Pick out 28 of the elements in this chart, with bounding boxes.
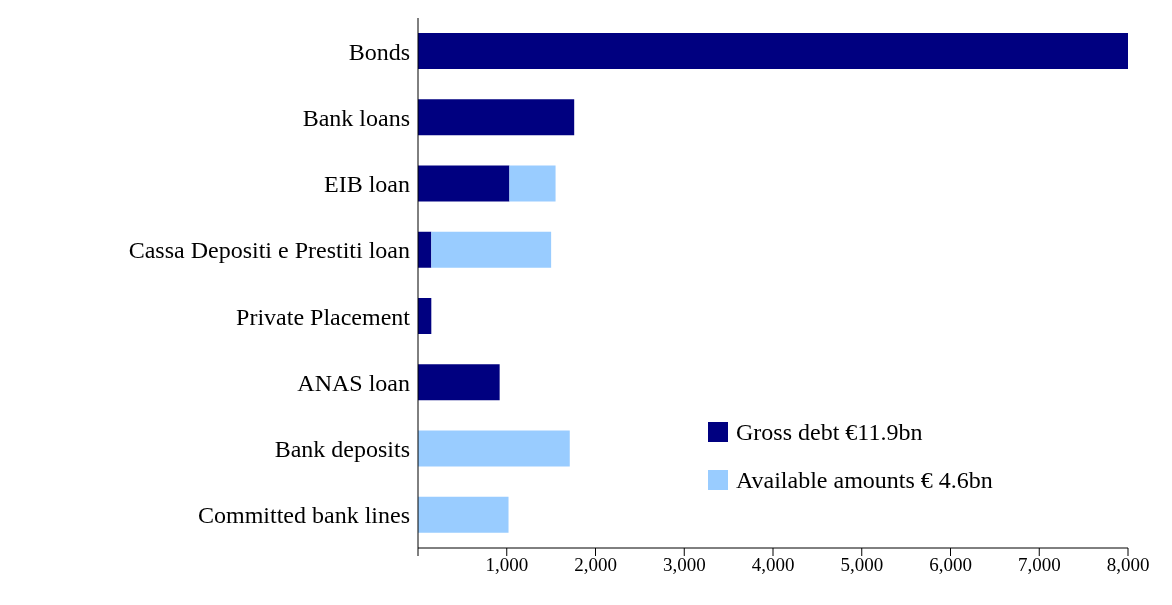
x-tick-label: 6,000 bbox=[929, 554, 972, 576]
y-tick-label: Private Placement bbox=[236, 303, 411, 330]
x-tick-label: 1,000 bbox=[485, 554, 529, 576]
legend-label: Available amounts € 4.6bn bbox=[736, 466, 993, 494]
y-tick-label: Bank deposits bbox=[274, 436, 410, 463]
y-tick-label: Committed bank lines bbox=[198, 502, 410, 529]
x-tick-label: 8,000 bbox=[1106, 554, 1150, 576]
y-tick-label: ANAS loan bbox=[297, 369, 410, 396]
bar bbox=[418, 33, 1128, 69]
y-tick-label: Bonds bbox=[348, 38, 410, 65]
x-tick-label: 7,000 bbox=[1017, 554, 1061, 576]
y-tick-label: Cassa Depositi e Prestiti loan bbox=[128, 237, 410, 264]
bar bbox=[509, 165, 556, 202]
bar bbox=[418, 496, 509, 533]
bar bbox=[418, 99, 575, 136]
legend-label: Gross debt €11.9bn bbox=[736, 418, 923, 446]
x-tick-label: 5,000 bbox=[840, 554, 884, 576]
bar bbox=[431, 231, 552, 268]
x-tick-label: 4,000 bbox=[751, 554, 795, 576]
y-tick-label: EIB loan bbox=[324, 171, 410, 198]
x-tick-label: 3,000 bbox=[662, 554, 706, 576]
x-tick-label: 2,000 bbox=[574, 554, 617, 576]
bar bbox=[418, 298, 432, 334]
y-tick-label: Bank loans bbox=[302, 104, 410, 131]
bar bbox=[418, 231, 432, 268]
bar bbox=[418, 165, 510, 202]
bar bbox=[418, 364, 500, 401]
bar bbox=[418, 430, 570, 467]
